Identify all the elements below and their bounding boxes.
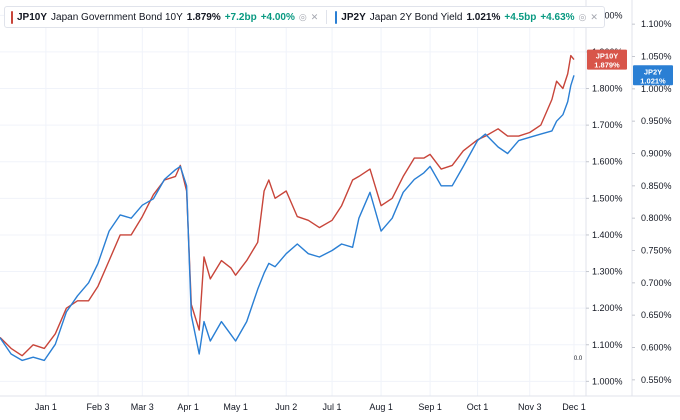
price-tag-symbol: JP2Y [644, 67, 662, 76]
y-tick-label-left: 1.500% [592, 193, 623, 203]
legend-name: Japan 2Y Bond Yield [369, 11, 463, 23]
legend-value: 1.879% [186, 11, 221, 23]
series-swatch-jp10y [11, 10, 13, 24]
x-tick-label: Jan 1 [35, 402, 57, 412]
legend-change: +4.5bp [504, 11, 537, 23]
legend: JP10Y Japan Government Bond 10Y 1.879% +… [4, 6, 605, 28]
y-tick-label-left: 1.700% [592, 120, 623, 130]
x-tick-label: Aug 1 [369, 402, 393, 412]
x-tick-label: Jun 2 [275, 402, 297, 412]
close-icon[interactable]: ✕ [590, 11, 598, 22]
x-tick-label: Apr 1 [177, 402, 199, 412]
y-tick-label-left: 1.600% [592, 157, 623, 167]
x-tick-label: Dec 1 [562, 402, 586, 412]
legend-percent: +4.63% [540, 11, 575, 23]
x-tick-label: Sep 1 [418, 402, 442, 412]
y-tick-label-left: 1.400% [592, 230, 623, 240]
price-tag-value: 1.879% [594, 61, 620, 70]
scale-label: 0.0 [574, 356, 583, 362]
y-tick-label-right: 0.950% [641, 116, 672, 126]
legend-symbol: JP10Y [17, 11, 48, 23]
y-tick-label-left: 1.800% [592, 84, 623, 94]
y-tick-label-right: 0.550% [641, 375, 672, 385]
y-tick-label-right: 1.000% [641, 84, 672, 94]
legend-item-jp2y[interactable]: JP2Y Japan 2Y Bond Yield 1.021% +4.5bp +… [335, 10, 598, 24]
grid-layer [0, 8, 586, 396]
close-icon[interactable]: ✕ [310, 11, 319, 22]
series-layer [0, 54, 575, 362]
legend-change: +7.2bp [224, 11, 257, 23]
price-tag-value: 1.021% [640, 76, 666, 85]
series-swatch-jp2y [335, 10, 338, 24]
y-tick-label-right: 0.850% [641, 181, 672, 191]
legend-divider [326, 10, 328, 24]
y-tick-label-left: 1.100% [592, 340, 623, 350]
legend-name: Japan Government Bond 10Y [51, 11, 183, 23]
y-tick-label-left: 1.200% [592, 303, 623, 313]
x-tick-label: Feb 3 [87, 402, 110, 412]
y-tick-label-left: 2.000% [592, 10, 623, 20]
x-tick-label: May 1 [223, 402, 248, 412]
x-tick-label: Oct 1 [467, 402, 489, 412]
series-line-jp10y[interactable] [0, 54, 575, 357]
y-tick-label-right: 1.050% [641, 52, 672, 62]
x-tick-label: Nov 3 [518, 402, 542, 412]
eye-slash-icon[interactable]: ◎ [578, 11, 587, 22]
y-tick-label-left: 1.300% [592, 267, 623, 277]
y-tick-label-right: 1.100% [641, 19, 672, 29]
x-tick-label: Jul 1 [323, 402, 342, 412]
y-tick-label-right: 0.900% [641, 149, 672, 159]
y-tick-label-right: 0.750% [641, 246, 672, 256]
y-tick-label-right: 0.800% [641, 213, 672, 223]
price-tag-symbol: JP10Y [596, 52, 619, 61]
y-tick-label-left: 1.000% [592, 376, 623, 386]
y-tick-label-right: 0.650% [641, 310, 672, 320]
eye-slash-icon[interactable]: ◎ [298, 11, 307, 22]
legend-symbol: JP2Y [341, 11, 366, 23]
y-tick-label-right: 0.600% [641, 343, 672, 353]
y-tick-label-right: 0.700% [641, 278, 672, 288]
series-line-jp2y[interactable] [0, 75, 575, 362]
legend-value: 1.021% [466, 11, 501, 23]
x-tick-label: Mar 3 [131, 402, 154, 412]
legend-item-jp10y[interactable]: JP10Y Japan Government Bond 10Y 1.879% +… [11, 10, 319, 24]
legend-percent: +4.00% [260, 11, 295, 23]
